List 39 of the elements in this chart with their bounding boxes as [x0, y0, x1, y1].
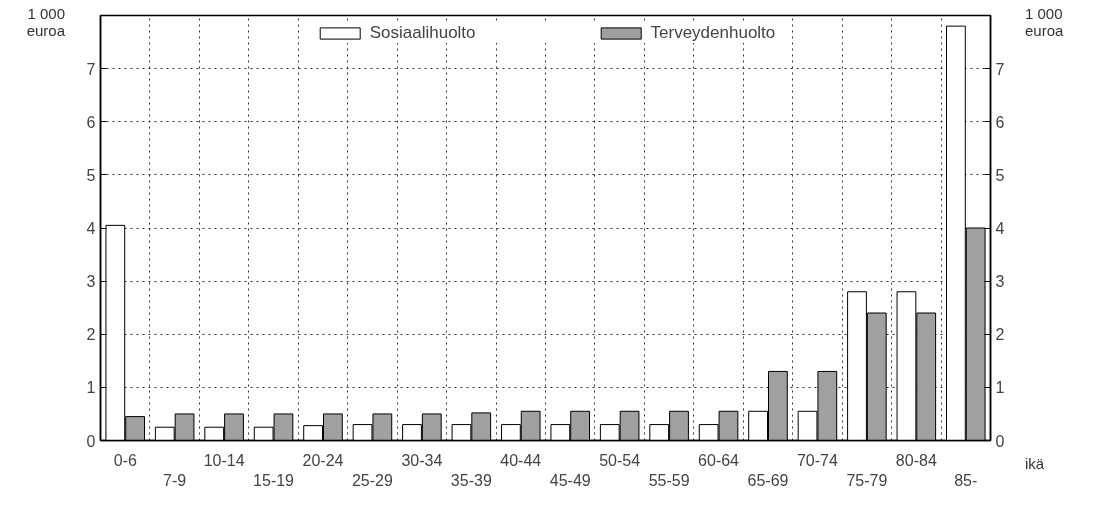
- y2-tick-label: 6: [995, 113, 1005, 131]
- y-tick-label: 6: [86, 113, 96, 131]
- x-axis-title: ikä: [1025, 455, 1045, 472]
- y-tick-label: 2: [86, 326, 96, 344]
- x-tick-label: 50-54: [599, 451, 641, 469]
- y-tick-label: 3: [86, 273, 96, 291]
- y2-axis-title: 1 000 euroa: [1025, 5, 1064, 39]
- x-tick-label: 85-: [954, 471, 978, 489]
- y2-tick-label: 0: [995, 432, 1005, 450]
- y2-tick-label: 3: [995, 273, 1005, 291]
- x-tick-label: 80-84: [895, 451, 937, 469]
- x-tick-label: 55-59: [648, 471, 690, 489]
- y-tick-label: 0: [86, 432, 96, 450]
- y2-tick-label: 1: [995, 379, 1005, 397]
- y-axis-title: 1 000 euroa: [26, 5, 65, 39]
- y2-tick-label: 4: [995, 220, 1005, 237]
- x-tick-label: 35-39: [450, 471, 492, 489]
- x-tick-label: 40-44: [500, 451, 542, 469]
- y2-tick-label: 5: [995, 166, 1005, 184]
- y-tick-label: 4: [86, 220, 96, 237]
- x-tick-label: 15-19: [253, 471, 295, 489]
- x-tick-label: 10-14: [203, 451, 245, 469]
- x-tick-label: 45-49: [549, 471, 591, 489]
- x-tick-label: 60-64: [698, 451, 740, 469]
- x-tick-label: 7-9: [163, 471, 187, 489]
- x-tick-label: 75-79: [846, 471, 888, 489]
- x-tick-label: 30-34: [401, 451, 443, 469]
- y2-tick-label: 2: [995, 326, 1005, 344]
- x-tick-label: 20-24: [302, 451, 344, 469]
- y2-tick-label: 7: [995, 60, 1005, 78]
- legend-label: Sosiaalihuolto: [369, 23, 476, 43]
- y-tick-label: 7: [86, 60, 96, 78]
- x-tick-label: 25-29: [351, 471, 394, 489]
- y-tick-label: 5: [86, 166, 96, 184]
- x-tick-label: 70-74: [796, 451, 839, 469]
- legend-label: Terveydenhuolto: [650, 23, 776, 43]
- x-tick-label: 0-6: [113, 451, 137, 469]
- x-tick-label: 65-69: [747, 471, 789, 489]
- y-tick-label: 1: [86, 379, 96, 397]
